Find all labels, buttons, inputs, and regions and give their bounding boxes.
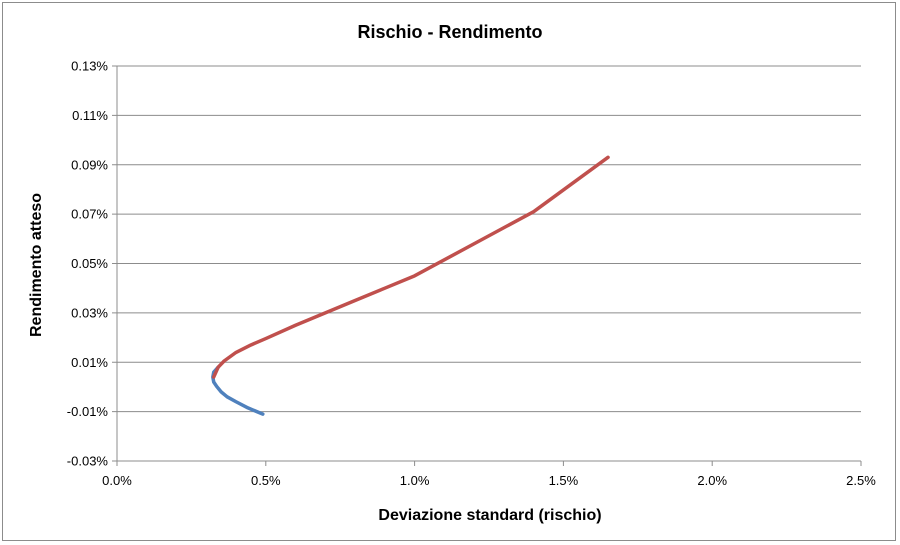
series-layer bbox=[211, 155, 610, 416]
y-tick-label: 0.01% bbox=[71, 355, 108, 370]
y-tick-label: 0.07% bbox=[71, 207, 108, 222]
x-tick-label: 0.5% bbox=[251, 473, 281, 488]
y-tick-label: 0.05% bbox=[71, 256, 108, 271]
y-tick-label: 0.11% bbox=[72, 108, 108, 123]
chart-title: Rischio - Rendimento bbox=[357, 22, 542, 42]
x-tick-label: 1.0% bbox=[400, 473, 430, 488]
axis-layer bbox=[112, 65, 862, 466]
y-tick-label: 0.13% bbox=[71, 59, 108, 74]
x-tick-label: 0.0% bbox=[102, 473, 132, 488]
x-axis-title: Deviazione standard (rischio) bbox=[378, 507, 601, 524]
series-line-lower bbox=[211, 365, 265, 416]
grid-layer bbox=[117, 65, 861, 462]
y-tick-label: 0.03% bbox=[71, 305, 108, 320]
y-tick-label: 0.09% bbox=[71, 157, 108, 172]
series-line-upper bbox=[211, 155, 610, 379]
y-tick-label: -0.01% bbox=[67, 404, 109, 419]
chart-svg: -0.03% -0.01% 0.01% 0.03% 0.05% 0.07% 0.09% 0.1… bbox=[28, 22, 876, 524]
y-axis-title: Rendimento atteso bbox=[28, 193, 45, 337]
y-tick-label: -0.03% bbox=[67, 454, 109, 469]
x-tick-label: 2.0% bbox=[697, 473, 727, 488]
label-layer: -0.03% -0.01% 0.01% 0.03% 0.05% 0.07% 0.09% 0.1… bbox=[67, 59, 876, 489]
x-tick-label: 2.5% bbox=[846, 473, 876, 488]
x-tick-label: 1.5% bbox=[549, 473, 579, 488]
